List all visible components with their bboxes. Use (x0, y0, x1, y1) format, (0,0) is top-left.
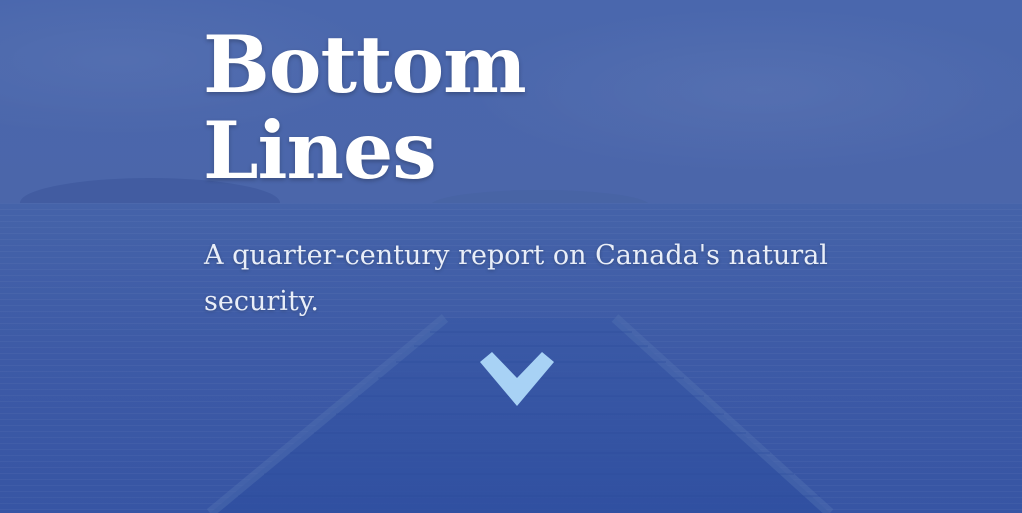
sky-background (0, 0, 1022, 205)
page-title: Bottom Lines (203, 18, 527, 197)
scroll-down-button[interactable] (478, 350, 556, 408)
distant-shore (430, 190, 650, 206)
title-line-2: Lines (203, 104, 437, 197)
chevron-down-icon (480, 352, 554, 406)
page-subtitle: A quarter-century report on Canada's nat… (204, 240, 828, 317)
title-line-1: Bottom (203, 18, 527, 111)
